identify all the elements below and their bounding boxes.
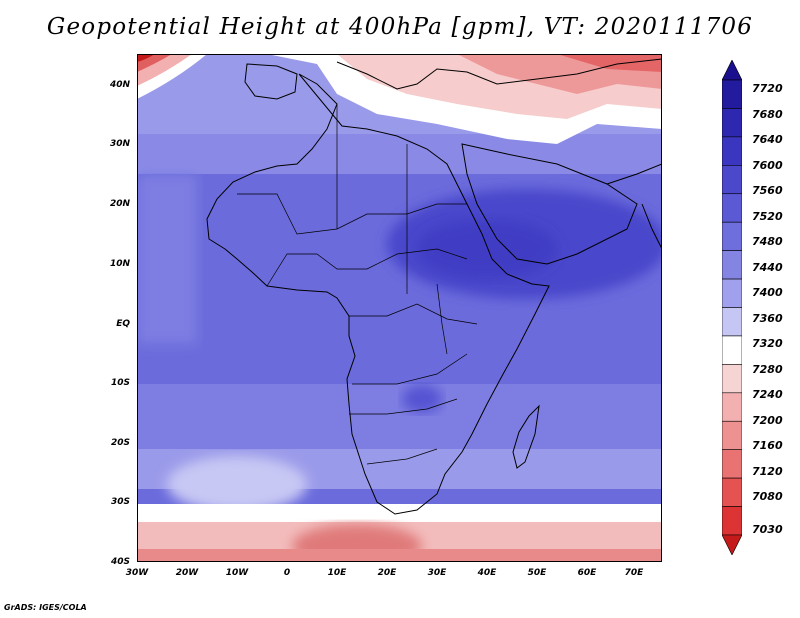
lat-label: 40N [109, 80, 130, 90]
colorbar [722, 60, 742, 555]
lon-label: 40E [477, 568, 497, 578]
colorbar-swatch [722, 335, 742, 365]
country-borders [237, 104, 478, 465]
colorbar-level: 7400 [752, 286, 783, 299]
colorbar-level: 7080 [752, 490, 783, 503]
colorbar-swatch [722, 392, 742, 422]
colorbar-swatch [722, 449, 742, 479]
colorbar-swatch [722, 364, 742, 394]
lat-label: 10N [109, 259, 130, 269]
colorbar-level: 7030 [752, 523, 783, 536]
colorbar-swatch [722, 477, 742, 507]
lat-label: 40S [110, 557, 130, 567]
lon-label: 20E [377, 568, 397, 578]
colorbar-level: 7120 [752, 465, 783, 478]
colorbar-swatch [722, 79, 742, 109]
credit-text: GrADS: IGES/COLA [4, 603, 87, 612]
lon-label: 30W [125, 568, 149, 578]
lon-label: 70E [624, 568, 644, 578]
lon-label: 10W [225, 568, 249, 578]
map-title: Geopotential Height at 400hPa [gpm], VT:… [46, 14, 754, 40]
colorbar-swatch [722, 193, 742, 223]
lat-label: 30S [110, 497, 130, 507]
lat-label: EQ [116, 319, 130, 329]
colorbar-level: 7640 [752, 133, 783, 146]
colorbar-level: 7320 [752, 337, 783, 350]
colorbar-level: 7200 [752, 414, 783, 427]
colorbar-swatch [722, 221, 742, 251]
coastlines [206, 58, 662, 515]
colorbar-swatch [722, 420, 742, 450]
lon-label: 10E [327, 568, 347, 578]
colorbar-level: 7440 [752, 261, 783, 274]
colorbar-swatch [722, 250, 742, 280]
lat-label: 30N [109, 139, 130, 149]
map-border [137, 54, 662, 562]
lon-label: 50E [527, 568, 547, 578]
lat-label: 20S [110, 438, 130, 448]
lon-label: 0 [283, 568, 291, 578]
colorbar-level: 7520 [752, 210, 783, 223]
lon-label: 30E [427, 568, 447, 578]
colorbar-level: 7560 [752, 184, 783, 197]
colorbar-bottom-arrow [722, 534, 742, 555]
lat-label: 20N [109, 199, 130, 209]
geopotential-height-map [137, 54, 662, 562]
colorbar-swatch [722, 307, 742, 337]
colorbar-level: 7680 [752, 108, 783, 121]
colorbar-swatch [722, 136, 742, 166]
colorbar-level: 7720 [752, 82, 783, 95]
colorbar-swatch [722, 108, 742, 138]
lon-label: 60E [577, 568, 597, 578]
colorbar-level: 7160 [752, 439, 783, 452]
colorbar-level: 7240 [752, 388, 783, 401]
height-field [137, 54, 662, 562]
colorbar-swatch [722, 278, 742, 308]
colorbar-level: 7360 [752, 312, 783, 325]
lon-label: 20W [175, 568, 199, 578]
colorbar-swatch [722, 506, 742, 536]
colorbar-level: 7280 [752, 363, 783, 376]
colorbar-level: 7480 [752, 235, 783, 248]
colorbar-swatch [722, 165, 742, 195]
lat-label: 10S [110, 378, 130, 388]
colorbar-level: 7600 [752, 159, 783, 172]
colorbar-top-arrow [722, 60, 742, 81]
